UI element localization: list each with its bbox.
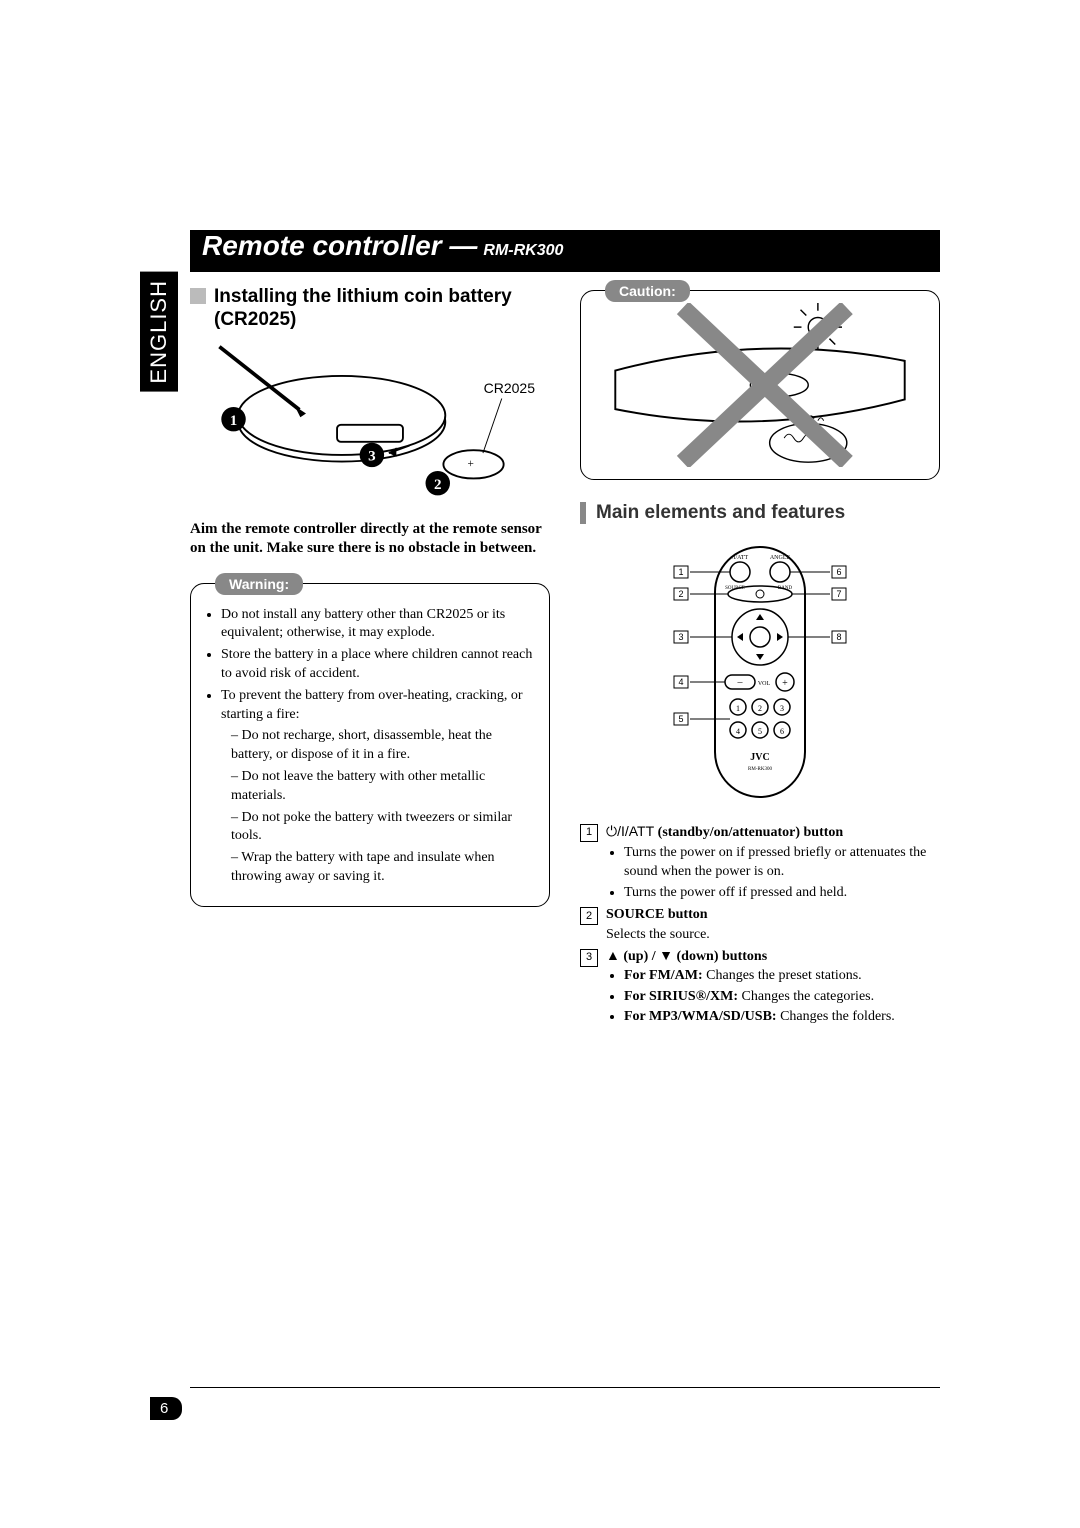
svg-text:3: 3 (678, 632, 683, 642)
feature-bullet: For FM/AM: Changes the preset stations. (624, 966, 940, 986)
warning-item: Do not install any battery other than CR… (221, 606, 533, 644)
feature-bullet: For SIRIUS®/XM: Changes the categories. (624, 987, 940, 1007)
feature-number: 1 (580, 824, 598, 842)
svg-text:2: 2 (678, 589, 683, 599)
svg-text:4: 4 (678, 677, 683, 687)
feature-number: 2 (580, 907, 598, 925)
svg-text:RM-RK300: RM-RK300 (748, 767, 772, 772)
svg-text:3: 3 (368, 448, 376, 464)
feature-number: 3 (580, 949, 598, 967)
svg-text:6: 6 (780, 727, 784, 736)
feature-bullets: Turns the power on if pressed briefly or… (606, 843, 940, 903)
feature-title: ▲ (up) / ▼ (down) buttons (606, 949, 767, 964)
svg-text:3: 3 (780, 704, 784, 713)
svg-text:6: 6 (836, 567, 841, 577)
svg-text:1: 1 (230, 412, 238, 428)
feature-item: 2 SOURCE button Selects the source. (580, 905, 940, 944)
feature-line: Selects the source. (606, 927, 710, 942)
battery-model-label: CR2025 (484, 380, 535, 396)
svg-text:4: 4 (736, 727, 740, 736)
feature-bullet: For MP3/WMA/SD/USB: Changes the folders. (624, 1007, 940, 1027)
svg-text:2: 2 (434, 476, 442, 492)
warning-sublist: Do not recharge, short, disassemble, hea… (221, 727, 533, 887)
svg-text:1: 1 (736, 704, 740, 713)
warning-subitem: Wrap the battery with tape and insulate … (231, 849, 533, 887)
warning-label: Warning: (215, 573, 303, 595)
svg-text:5: 5 (678, 714, 683, 724)
title-main: Remote controller — (202, 230, 477, 262)
language-tab: ENGLISH (140, 272, 178, 392)
feature-title: (standby/on/attenuator) button (658, 825, 844, 840)
heading-square-icon (190, 288, 206, 304)
install-heading: Installing the lithium coin battery (CR2… (190, 286, 550, 332)
svg-text:+: + (782, 678, 788, 689)
remote-diagram: /I/ATT ANGLE SOURCE BAND – (580, 542, 940, 802)
battery-install-diagram: + 1 2 3 CR2025 (190, 342, 550, 502)
feature-bullet: Turns the power on if pressed briefly or… (624, 843, 940, 882)
warning-list: Do not install any battery other than CR… (207, 606, 533, 887)
feature-title: SOURCE button (606, 907, 708, 922)
warning-subitem: Do not recharge, short, disassemble, hea… (231, 727, 533, 765)
caution-box: Caution: (580, 290, 940, 480)
svg-text:5: 5 (758, 727, 762, 736)
svg-text:BAND: BAND (778, 586, 793, 591)
battery-install-svg: + 1 2 3 (190, 342, 550, 502)
feature-bullet: Turns the power off if pressed and held. (624, 883, 940, 903)
title-model: RM-RK300 (483, 242, 563, 260)
manual-page: ENGLISH Remote controller — RM-RK300 Ins… (0, 0, 1080, 1528)
title-bar: Remote controller — RM-RK300 (190, 230, 940, 272)
feature-body: ⏻/I/ATT (standby/on/attenuator) button T… (606, 822, 940, 903)
svg-text:7: 7 (836, 589, 841, 599)
svg-text:1: 1 (678, 567, 683, 577)
svg-text:JVC: JVC (750, 752, 769, 763)
aim-instruction: Aim the remote controller directly at th… (190, 520, 550, 559)
svg-text:VOL: VOL (758, 681, 771, 687)
feature-item: 1 ⏻/I/ATT (standby/on/attenuator) button… (580, 822, 940, 903)
warning-subitem: Do not leave the battery with other meta… (231, 768, 533, 806)
page-number: 6 (150, 1397, 182, 1420)
svg-text:–: – (737, 677, 744, 688)
warning-item: Store the battery in a place where child… (221, 646, 533, 684)
footer-rule (190, 1387, 940, 1388)
svg-text:2: 2 (758, 704, 762, 713)
remote-svg-diagram: /I/ATT ANGLE SOURCE BAND – (630, 542, 890, 802)
warning-subitem: Do not poke the battery with tweezers or… (231, 809, 533, 847)
content-area: Installing the lithium coin battery (CR2… (190, 280, 940, 1388)
svg-text:ANGLE: ANGLE (770, 555, 791, 561)
caution-svg (593, 303, 927, 467)
svg-text:+: + (468, 458, 474, 470)
svg-text:8: 8 (836, 632, 841, 642)
feature-bullets: For FM/AM: Changes the preset stations. … (606, 966, 940, 1027)
warning-box: Warning: Do not install any battery othe… (190, 583, 550, 907)
feature-body: ▲ (up) / ▼ (down) buttons For FM/AM: Cha… (606, 947, 940, 1028)
feature-item: 3 ▲ (up) / ▼ (down) buttons For FM/AM: C… (580, 947, 940, 1028)
caution-label: Caution: (605, 280, 690, 302)
feature-list: 1 ⏻/I/ATT (standby/on/attenuator) button… (580, 822, 940, 1028)
right-column: Caution: (580, 280, 940, 1388)
warning-item-text: To prevent the battery from over-heating… (221, 688, 523, 722)
feature-prefix: ⏻/I/ATT (606, 823, 654, 839)
warning-item: To prevent the battery from over-heating… (221, 687, 533, 887)
feature-body: SOURCE button Selects the source. (606, 905, 940, 944)
left-column: Installing the lithium coin battery (CR2… (190, 280, 550, 1388)
svg-text:/I/ATT: /I/ATT (732, 555, 749, 561)
svg-text:SOURCE: SOURCE (725, 586, 745, 591)
main-elements-heading: Main elements and features (580, 502, 940, 524)
install-heading-text: Installing the lithium coin battery (CR2… (214, 286, 550, 332)
